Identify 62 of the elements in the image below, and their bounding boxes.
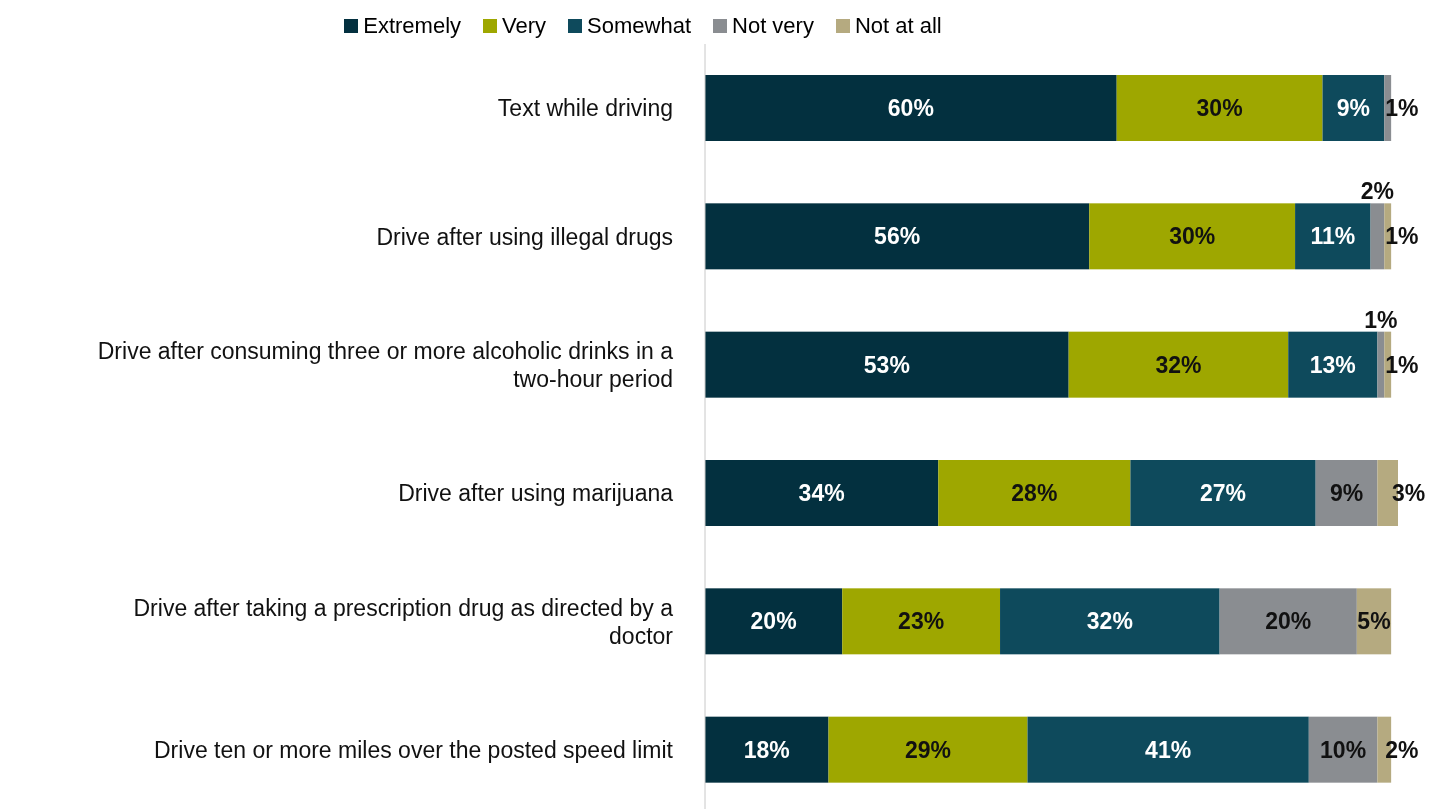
bar [1322,75,1385,141]
data-label: 1% [1385,223,1419,250]
bar [1130,460,1316,526]
bar [705,331,1069,398]
data-label: 32% [1086,608,1133,635]
data-label: 32% [1155,351,1202,378]
data-label: 30% [1169,223,1216,250]
legend-label: Not very [732,13,814,39]
data-label: 53% [863,351,910,378]
bar [1116,75,1323,141]
data-label: 2% [1385,736,1419,763]
bar [1288,331,1378,398]
bar [1089,203,1296,270]
data-label: 11% [1310,223,1356,250]
bar [828,716,1028,783]
data-label: 1% [1364,306,1398,333]
bar [1219,588,1357,655]
data-label: 60% [887,95,934,121]
bar [705,203,1090,270]
bar [705,460,939,526]
y-tick-label: Drive ten or more miles over the posted speed limit [154,736,674,763]
data-label: 20% [750,608,797,635]
legend-label: Somewhat [587,13,692,39]
data-label: 3% [1392,480,1426,506]
legend-label: Extremely [363,13,462,39]
bar [1068,331,1289,398]
legend-label: Very [502,13,547,39]
data-label: 13% [1309,351,1356,378]
legend-label: Not at all [854,13,942,39]
y-tick-label: Drive after taking a prescription drug as directed by a doctor [133,594,674,649]
data-label: 34% [798,480,845,506]
data-label: 1% [1385,351,1419,378]
data-label: 1% [1385,95,1419,121]
bar [705,716,829,783]
data-label: 29% [904,736,952,763]
data-label: 28% [1011,480,1058,506]
data-label: 2% [1360,178,1395,205]
bar [938,460,1131,526]
data-label: 30% [1196,95,1243,121]
data-label: 41% [1145,736,1192,763]
bar [1000,588,1220,655]
data-label: 27% [1200,480,1247,506]
data-label: 56% [874,223,921,250]
data-label: 10% [1320,736,1367,763]
data-label: 23% [898,608,945,635]
bar [1370,203,1385,270]
bar [705,75,1117,141]
bar [1027,716,1309,783]
bar [1295,203,1371,270]
bar [842,588,1001,655]
data-label: 18% [743,736,790,763]
bar [1377,331,1385,398]
y-tick-label: Drive after consuming three or more alcoholic drinks in a two-hour period [97,337,674,392]
bar [705,588,843,655]
bar [1315,460,1378,526]
y-tick-label: Drive after using marijuana [398,480,674,507]
data-label: 9% [1336,95,1371,121]
y-tick-label: Drive after using illegal drugs [376,223,673,250]
y-tick-label: Text while driving [497,95,673,122]
data-label: 9% [1329,480,1364,506]
data-label: 20% [1265,608,1312,635]
data-label: 5% [1357,608,1391,635]
